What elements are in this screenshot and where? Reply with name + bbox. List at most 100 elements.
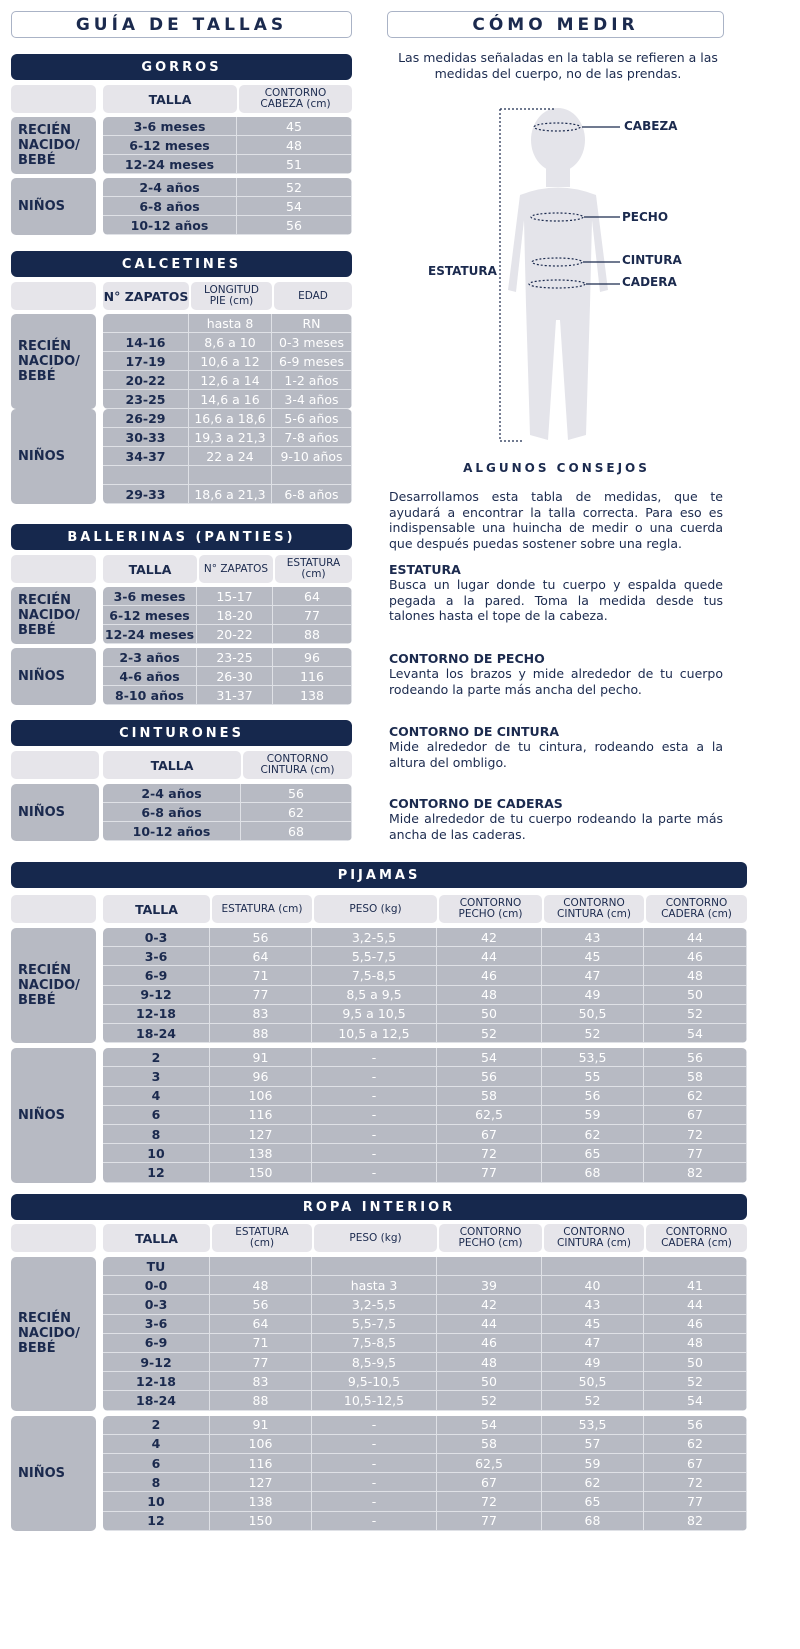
size-cell: 12-18 — [103, 1372, 210, 1392]
label-cabeza: CABEZA — [624, 119, 678, 133]
tip-caderas: CONTORNO DE CADERAS Mide alrededor de tu… — [389, 796, 723, 842]
tips-title: ALGUNOS CONSEJOS — [463, 461, 650, 475]
group-label: RECIÉN NACIDO/ BEBÉ — [11, 314, 96, 409]
value-cell: 58 — [437, 1434, 542, 1454]
value-cell: 77 — [644, 1144, 747, 1164]
value-cell: 52 — [644, 1004, 747, 1024]
value-cell: 77 — [210, 1353, 312, 1373]
intro-text: Las medidas señaladas en la tabla se ref… — [398, 50, 718, 81]
value-cell: 56 — [210, 1295, 312, 1315]
value-cell: - — [312, 1473, 437, 1493]
value-cell: 54 — [437, 1415, 542, 1435]
child-measurement-figure — [499, 108, 620, 442]
value-cell: - — [312, 1144, 437, 1164]
value-cell: 67 — [644, 1105, 747, 1125]
value-cell: 67 — [437, 1124, 542, 1145]
size-cell: 4 — [103, 1086, 210, 1106]
group-label: NIÑOS — [11, 1415, 96, 1531]
size-cell: 12-24 meses — [103, 155, 237, 174]
value-cell: 116 — [210, 1453, 312, 1474]
tip-title: CONTORNO DE CINTURA — [389, 724, 560, 739]
value-cell: - — [312, 1067, 437, 1087]
value-cell: 116 — [273, 667, 352, 686]
value-cell: 50 — [644, 1353, 747, 1373]
value-cell — [542, 1257, 644, 1277]
value-cell: 52 — [542, 1391, 644, 1411]
value-cell: 127 — [210, 1124, 312, 1145]
size-cell: 6-12 meses — [103, 136, 237, 155]
group-data-block: 3-6 meses 15-17 64 6-12 meses 18-20 77 12-24 m… — [103, 587, 352, 644]
value-cell: 7,5-8,5 — [312, 1333, 437, 1353]
value-cell: - — [312, 1511, 437, 1531]
group-data-block: 2-3 años 23-25 96 4-6 años 26-30 116 8-10 años… — [103, 648, 352, 705]
column-header: ESTATURA (cm) — [212, 1224, 312, 1252]
head-measure-ring — [533, 122, 581, 132]
group-label: RECIÉN NACIDO/ BEBÉ — [11, 928, 96, 1044]
size-cell: 8 — [103, 1124, 210, 1145]
value-cell: 40 — [542, 1276, 644, 1296]
value-cell: 48 — [237, 136, 352, 155]
value-cell: 67 — [437, 1473, 542, 1493]
label-cintura: CINTURA — [622, 253, 682, 267]
value-cell: 55 — [542, 1067, 644, 1087]
tip-text: Levanta los brazos y mide alrededor de t… — [389, 666, 723, 697]
value-cell: 10,5-12,5 — [312, 1391, 437, 1411]
value-cell: 54 — [644, 1391, 747, 1411]
column-header: ESTATURA (cm) — [212, 895, 312, 923]
size-cell: 26-29 — [103, 409, 189, 428]
size-cell: 18-24 — [103, 1024, 210, 1044]
size-cell: 18-24 — [103, 1391, 210, 1411]
size-cell: 6-9 — [103, 1333, 210, 1353]
value-cell: 56 — [644, 1048, 747, 1068]
size-cell: 12-24 meses — [103, 625, 197, 644]
value-cell: 53,5 — [542, 1048, 644, 1068]
value-cell: 49 — [542, 985, 644, 1005]
size-cell: 10 — [103, 1492, 210, 1512]
value-cell: 1-2 años — [272, 371, 352, 390]
value-cell: 65 — [542, 1144, 644, 1164]
value-cell: 57 — [542, 1434, 644, 1454]
value-cell: 5,5-7,5 — [312, 1314, 437, 1334]
child-silhouette-icon — [508, 108, 608, 440]
value-cell: 77 — [437, 1511, 542, 1531]
value-cell: 44 — [437, 947, 542, 967]
value-cell: 82 — [644, 1511, 747, 1531]
column-header: CONTORNO CINTURA (cm) — [544, 1224, 644, 1252]
size-cell: 3-6 — [103, 1314, 210, 1334]
value-cell: 88 — [210, 1024, 312, 1044]
column-header: N° ZAPATOS — [199, 555, 273, 583]
value-cell: 106 — [210, 1434, 312, 1454]
value-cell: 50 — [644, 985, 747, 1005]
value-cell: 56 — [542, 1086, 644, 1106]
value-cell: 41 — [644, 1276, 747, 1296]
size-cell: 23-25 — [103, 390, 189, 409]
size-cell: 6 — [103, 1105, 210, 1125]
group-data-block: TU 0-0 48 hasta 3 39 40 41 0-3 56 3,2-5,5 42 43 44 3-… — [103, 1257, 747, 1411]
column-header: EDAD — [274, 282, 352, 310]
value-cell: 7-8 años — [272, 428, 352, 447]
value-cell: 8,6 a 10 — [189, 333, 272, 352]
group-data-block: 2 91-54 53,5 56 4 106-58 57 62 6 116-62,5 59 67 8 127… — [103, 1415, 747, 1531]
value-cell: 91 — [210, 1415, 312, 1435]
value-cell: 96 — [210, 1067, 312, 1087]
value-cell: - — [312, 1434, 437, 1454]
value-cell: 45 — [237, 117, 352, 136]
size-cell: 12 — [103, 1511, 210, 1531]
value-cell: 3,2-5,5 — [312, 928, 437, 948]
value-cell: 72 — [437, 1144, 542, 1164]
column-header: TALLA — [103, 1224, 210, 1252]
value-cell — [312, 1257, 437, 1277]
group-data-block: 2 91-54 53,5 56 3 96-56 55 58 4 106-58 56 62 6 116-62… — [103, 1048, 747, 1183]
value-cell: 58 — [437, 1086, 542, 1106]
column-header: TALLA — [103, 555, 197, 583]
value-cell: 0-3 meses — [272, 333, 352, 352]
value-cell: 6-9 meses — [272, 352, 352, 371]
value-cell: 9,5 a 10,5 — [312, 1004, 437, 1024]
value-cell: 62 — [644, 1434, 747, 1454]
group-label: RECIÉN NACIDO/ BEBÉ — [11, 587, 96, 644]
value-cell — [272, 466, 352, 485]
column-header: CONTORNO CABEZA (cm) — [239, 85, 352, 113]
column-header: TALLA — [103, 751, 241, 779]
size-cell: 2 — [103, 1048, 210, 1068]
value-cell: 127 — [210, 1473, 312, 1493]
